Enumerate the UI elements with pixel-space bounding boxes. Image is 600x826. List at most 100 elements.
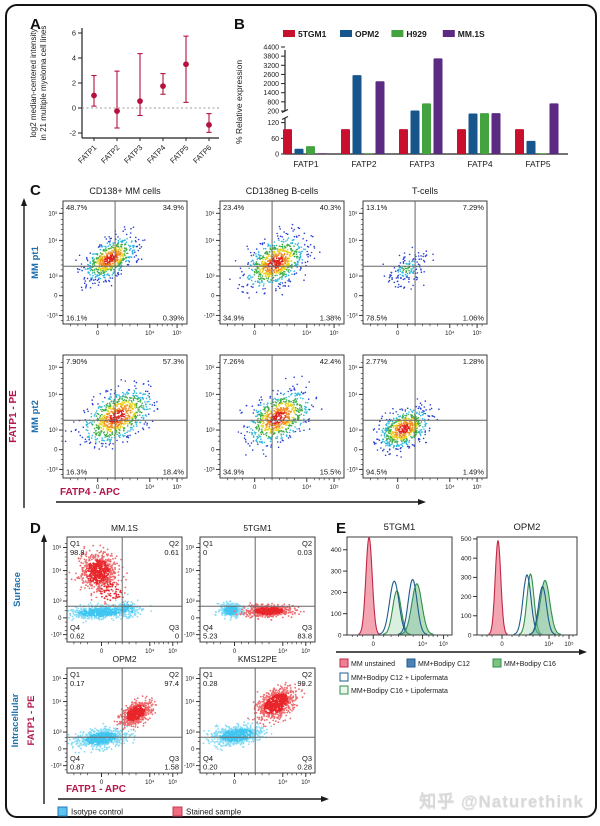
panel-d-chart: Surface Intracellular FATP1 - PE MM.1S Q198.…: [10, 523, 329, 817]
svg-text:FATP5: FATP5: [168, 143, 190, 165]
svg-text:MM.1S: MM.1S: [458, 29, 485, 39]
svg-text:0: 0: [211, 448, 215, 454]
figure-border: [5, 4, 597, 818]
svg-text:0: 0: [54, 294, 58, 300]
svg-text:0: 0: [354, 448, 358, 454]
svg-text:FATP3: FATP3: [122, 143, 144, 165]
panel-c-chart: CD138+ MM cells CD138neg B-cells T-cells FA…: [8, 186, 488, 508]
svg-text:3200: 3200: [263, 63, 279, 70]
svg-text:4: 4: [72, 54, 76, 63]
svg-text:60: 60: [271, 136, 279, 143]
histogram-curve-5TGM1-mm-unstained: [358, 536, 380, 635]
panel-label-e: E: [336, 520, 347, 537]
flow-plot-c-r1c1: 7.26% 42.4% 34.9% 15.5%: [219, 354, 345, 479]
histogram-curve-5TGM1-mm-bodipy-c16: [400, 583, 434, 635]
svg-text:FATP1 - PE: FATP1 - PE: [26, 696, 37, 746]
svg-text:10⁵: 10⁵: [329, 330, 339, 337]
svg-text:1.49%: 1.49%: [463, 468, 485, 477]
svg-text:0.39%: 0.39%: [163, 314, 185, 323]
svg-text:800: 800: [267, 99, 279, 106]
svg-text:log2 median-centered intensity: log2 median-centered intensity: [29, 29, 38, 138]
svg-text:42.4%: 42.4%: [320, 357, 342, 366]
svg-text:FATP1 - PE: FATP1 - PE: [8, 390, 19, 443]
panel-label-c: C: [30, 182, 41, 199]
svg-text:10⁵: 10⁵: [205, 210, 215, 217]
svg-text:1.28%: 1.28%: [463, 357, 485, 366]
svg-text:10⁵: 10⁵: [348, 364, 358, 371]
svg-text:13.1%: 13.1%: [366, 203, 388, 212]
svg-text:Intracellular: Intracellular: [10, 693, 21, 747]
histogram-curve-5TGM1-mm-bodipy-c12: [397, 578, 428, 635]
svg-text:16.1%: 16.1%: [66, 314, 88, 323]
svg-text:-10³: -10³: [204, 467, 215, 473]
svg-text:10⁴: 10⁴: [348, 391, 358, 398]
svg-text:16.3%: 16.3%: [66, 468, 88, 477]
svg-text:3800: 3800: [263, 54, 279, 61]
svg-text:0: 0: [96, 331, 100, 337]
svg-text:10⁵: 10⁵: [172, 330, 182, 337]
svg-text:0: 0: [253, 331, 257, 337]
svg-text:Surface: Surface: [12, 572, 23, 607]
svg-text:FATP4 - APC: FATP4 - APC: [60, 487, 120, 498]
svg-text:10⁵: 10⁵: [472, 484, 482, 491]
svg-text:7.29%: 7.29%: [463, 203, 485, 212]
svg-text:FATP3: FATP3: [409, 159, 435, 169]
svg-text:MM.1S: MM.1S: [111, 523, 138, 533]
svg-text:15.5%: 15.5%: [320, 468, 342, 477]
svg-text:10⁴: 10⁴: [145, 484, 155, 491]
svg-text:10³: 10³: [49, 274, 58, 280]
panel-label-b: B: [234, 16, 245, 33]
svg-text:10³: 10³: [206, 428, 215, 434]
svg-text:23.4%: 23.4%: [223, 203, 245, 212]
svg-text:10³: 10³: [349, 428, 358, 434]
flow-plot-c-r1c2: 2.77% 1.28% 94.5% 1.49%: [362, 354, 488, 479]
svg-text:34.9%: 34.9%: [163, 203, 185, 212]
svg-text:0: 0: [96, 485, 100, 491]
panel-d-flow-dotplots: Surface Intracellular FATP1 - PE MM.1S Q1 98.…: [8, 516, 338, 818]
svg-text:18.4%: 18.4%: [163, 468, 185, 477]
panel-c-flow-dotplots: CD138+ MM cells CD138neg B-cells T-cells FA…: [8, 178, 594, 516]
svg-text:FATP1: FATP1: [76, 143, 98, 165]
svg-text:2.77%: 2.77%: [366, 357, 388, 366]
svg-text:10⁵: 10⁵: [48, 210, 58, 217]
svg-text:0: 0: [253, 485, 257, 491]
panel-e-flow-histograms: 5TGM1 0 100 200 300 400 0 10⁴ 10⁵ OPM2 0 100 200 300 4…: [330, 516, 594, 702]
svg-text:0: 0: [54, 448, 58, 454]
svg-text:FATP4: FATP4: [467, 159, 493, 169]
svg-text:0: 0: [72, 104, 76, 113]
svg-text:-10³: -10³: [347, 467, 358, 473]
svg-text:57.3%: 57.3%: [163, 357, 185, 366]
svg-text:10⁴: 10⁴: [205, 237, 215, 244]
histogram-curve-OPM2-mm-unstained: [488, 539, 508, 635]
svg-text:0: 0: [211, 294, 215, 300]
svg-text:0: 0: [354, 294, 358, 300]
panel-a-chart: -2 0 2 4 6 log2 median-centered intensity in 2…: [29, 26, 219, 165]
svg-text:10⁵: 10⁵: [48, 364, 58, 371]
svg-text:10⁴: 10⁴: [445, 330, 455, 337]
svg-text:-2: -2: [69, 129, 76, 138]
svg-text:10³: 10³: [206, 274, 215, 280]
svg-text:6: 6: [72, 29, 76, 38]
svg-text:10⁴: 10⁴: [302, 484, 312, 491]
svg-text:FATP1: FATP1: [293, 159, 319, 169]
panel-b-chart: 5TGM1 OPM2 H929 MM.1S 0 60 120 200 800 1400 2000 26…: [234, 29, 568, 169]
svg-text:48.7%: 48.7%: [66, 203, 88, 212]
svg-text:0: 0: [275, 152, 279, 159]
svg-text:2600: 2600: [263, 72, 279, 79]
histogram-curve-5TGM1-mm-bodipy-c12-lipofermata: [378, 580, 410, 635]
svg-text:4400: 4400: [263, 45, 279, 52]
svg-text:CD138+ MM cells: CD138+ MM cells: [89, 186, 161, 196]
svg-text:10⁴: 10⁴: [445, 484, 455, 491]
svg-text:in 21 multiple myeloma cell li: in 21 multiple myeloma cell lines: [39, 26, 48, 141]
svg-text:7.90%: 7.90%: [66, 357, 88, 366]
svg-text:10⁵: 10⁵: [205, 364, 215, 371]
svg-text:200: 200: [267, 109, 279, 116]
panel-label-d: D: [30, 520, 41, 537]
svg-text:1.38%: 1.38%: [320, 314, 342, 323]
svg-text:0: 0: [396, 331, 400, 337]
svg-text:10⁵: 10⁵: [348, 210, 358, 217]
